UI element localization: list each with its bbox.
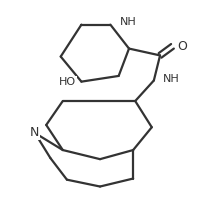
Text: O: O xyxy=(178,40,188,53)
Text: NH: NH xyxy=(120,17,136,27)
Text: NH: NH xyxy=(163,74,180,84)
Text: N: N xyxy=(30,126,40,140)
Text: HO: HO xyxy=(59,77,76,87)
